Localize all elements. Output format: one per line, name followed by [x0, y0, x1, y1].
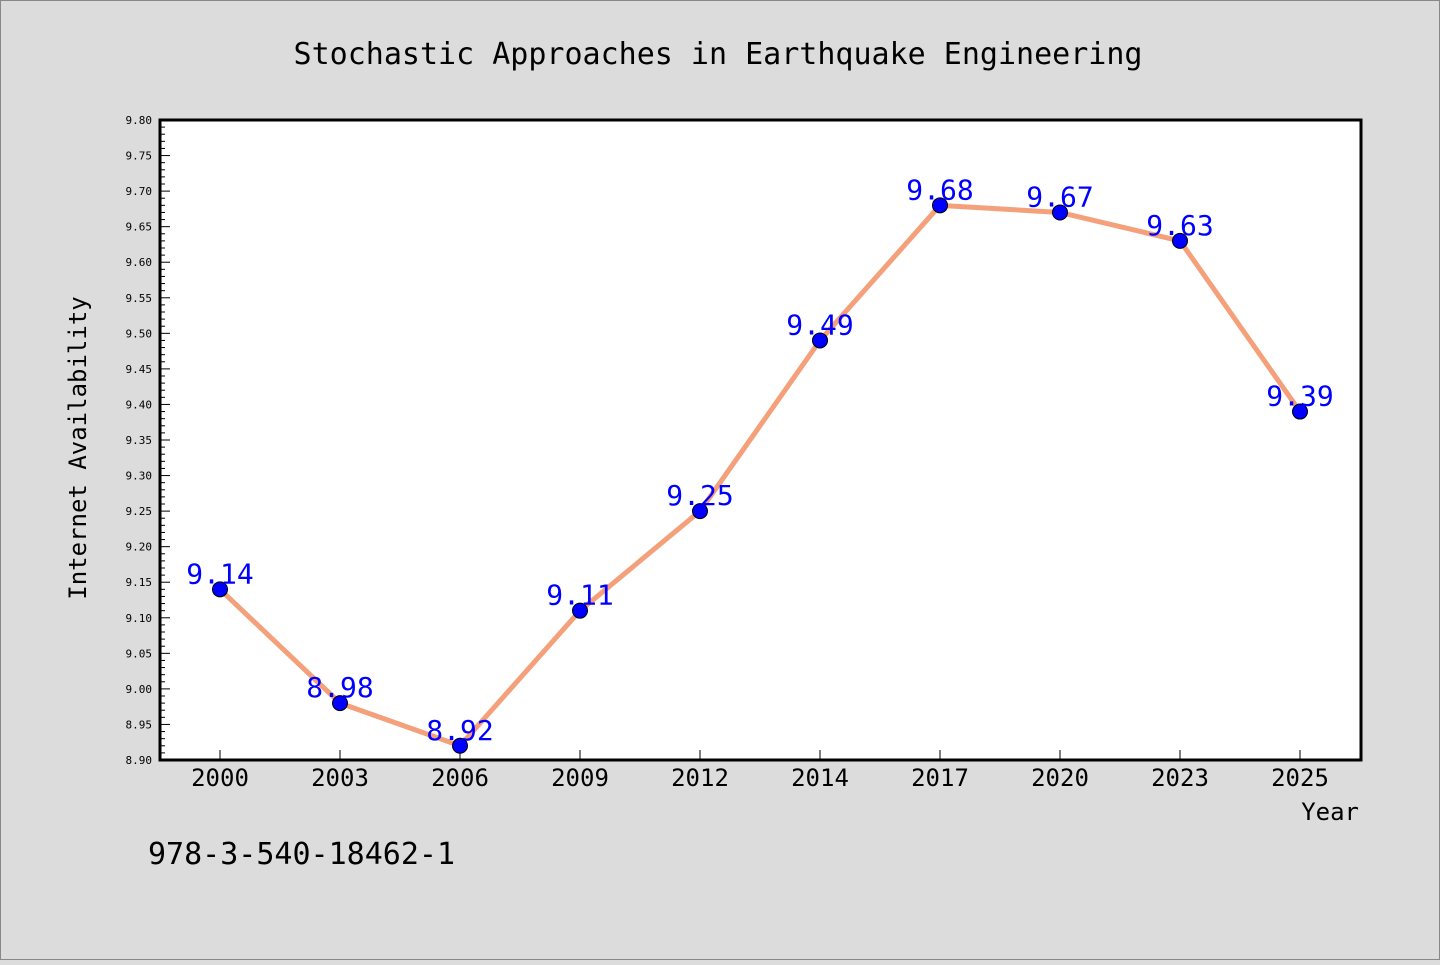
series-layer	[212, 197, 1308, 754]
y-tick-label: 9.50	[126, 327, 153, 340]
x-axis-title: Year	[1301, 798, 1359, 826]
y-tick-label: 9.70	[126, 185, 153, 198]
x-tick-label: 2006	[431, 764, 489, 792]
data-labels: 9.14 8.98 8.92 9.11 9.25 9.49 9.68 9.67 9.63 9.39	[186, 173, 1333, 746]
data-point	[1172, 232, 1188, 249]
data-label: 8.98	[306, 671, 373, 704]
y-tick-label: 9.75	[126, 150, 153, 163]
data-point	[932, 197, 948, 214]
isbn-text: 978-3-540-18462-1	[148, 837, 455, 872]
y-tick-label: 9.35	[126, 434, 153, 447]
y-tick-label: 9.55	[126, 292, 153, 305]
y-tick-label: 9.40	[126, 398, 153, 411]
y-tick-label: 9.15	[126, 576, 153, 589]
x-tick-label: 2009	[551, 764, 609, 792]
data-label: 9.67	[1026, 180, 1093, 213]
y-tick-label: 9.20	[126, 541, 153, 554]
y-tick-label: 9.45	[126, 363, 153, 376]
data-label: 8.92	[426, 714, 493, 747]
data-point	[332, 695, 348, 712]
plot-area	[158, 118, 1363, 762]
data-label: 9.68	[906, 173, 973, 206]
data-label: 9.25	[666, 479, 733, 512]
series-line	[217, 202, 1303, 749]
data-label: 9.11	[546, 579, 613, 612]
y-tick-label: 9.05	[126, 647, 153, 660]
data-point	[812, 332, 828, 349]
data-point	[1052, 204, 1068, 221]
chart-title: Stochastic Approaches in Earthquake Engi…	[294, 37, 1143, 72]
y-tick-label: 9.80	[126, 114, 153, 127]
x-axis: 2000 2003 2006 2009 2012 2014 2017 2020 2023 2025	[191, 750, 1329, 792]
y-tick-label: 9.65	[126, 221, 153, 234]
x-tick-label: 2023	[1151, 764, 1209, 792]
data-point	[572, 602, 588, 619]
data-label: 9.63	[1146, 209, 1213, 242]
data-label: 9.49	[786, 308, 853, 341]
x-tick-label: 2017	[911, 764, 969, 792]
data-point	[1292, 403, 1308, 420]
y-tick-label: 9.25	[126, 505, 153, 518]
y-tick-label: 9.60	[126, 256, 153, 269]
data-point	[692, 503, 708, 520]
y-axis: 8.90 8.95 9.00 9.05 9.10 9.15 9.20 9.25 9.30 9.35…	[126, 114, 170, 767]
x-tick-label: 2014	[791, 764, 849, 792]
y-tick-label: 8.95	[126, 718, 153, 731]
x-tick-label: 2020	[1031, 764, 1089, 792]
y-tick-label: 9.10	[126, 612, 153, 625]
x-tick-label: 2003	[311, 764, 369, 792]
data-point	[212, 581, 228, 598]
data-point	[452, 737, 468, 754]
x-tick-label: 2012	[671, 764, 729, 792]
data-label: 9.14	[186, 557, 253, 590]
y-axis-title: Internet Availability	[64, 296, 92, 599]
y-tick-label: 9.00	[126, 683, 153, 696]
x-tick-label: 2025	[1271, 764, 1329, 792]
data-label: 9.39	[1266, 380, 1333, 413]
y-tick-label: 8.90	[126, 754, 153, 767]
x-tick-label: 2000	[191, 764, 249, 792]
y-tick-label: 9.30	[126, 470, 153, 483]
